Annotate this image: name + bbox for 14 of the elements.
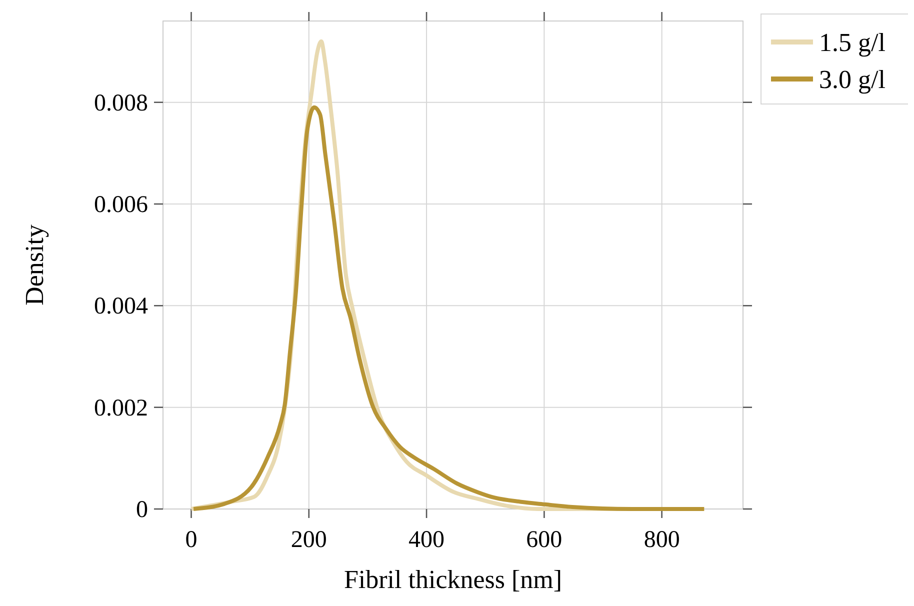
- x-tick-label: 0: [185, 527, 198, 553]
- x-axis-title: Fibril thickness [nm]: [344, 565, 562, 594]
- y-tick-label: 0.008: [94, 90, 148, 116]
- x-tick-label: 600: [526, 527, 562, 553]
- y-tick-label: 0.002: [94, 395, 148, 422]
- y-tick-label: 0.006: [94, 192, 148, 218]
- legend-label: 3.0 g/l: [819, 65, 886, 94]
- y-tick-label: 0.004: [94, 294, 148, 320]
- x-tick-label: 800: [644, 527, 680, 553]
- y-tick-label: 0: [136, 497, 148, 523]
- x-tick-label: 200: [290, 527, 327, 553]
- legend-label: 1.5 g/l: [819, 28, 886, 57]
- y-axis-title: Density: [20, 224, 49, 306]
- x-tick-label: 400: [408, 527, 445, 553]
